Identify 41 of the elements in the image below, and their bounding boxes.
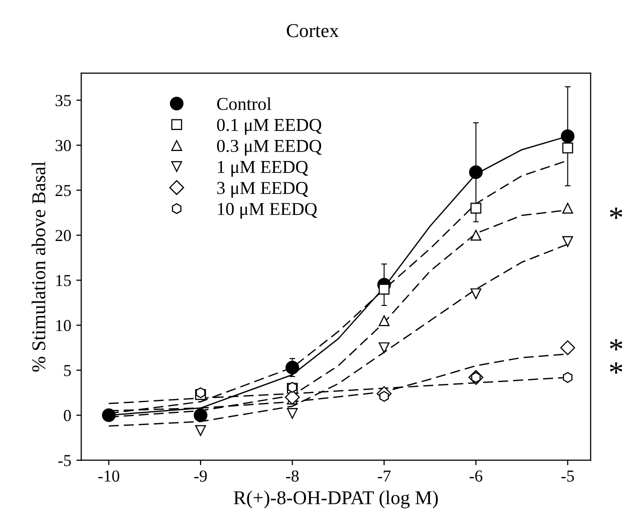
y-tick-label: 30 — [56, 140, 71, 152]
point — [470, 202, 482, 214]
y-tick-label: 5 — [64, 365, 71, 376]
point — [560, 129, 574, 144]
text: * — [610, 208, 622, 219]
chart-title: Cortex — [286, 24, 339, 38]
y-tick-label: -5 — [58, 455, 71, 466]
point — [562, 372, 572, 383]
y-axis-title: % Stimulation above Basal — [32, 162, 46, 372]
point — [469, 165, 483, 180]
y-tick-label: 10 — [56, 320, 71, 332]
x-tick-label: -5 — [561, 470, 574, 482]
y-tick-label: 20 — [56, 230, 71, 242]
point — [194, 408, 208, 422]
point — [562, 142, 574, 154]
legend-label: 0.3 μM EEDQ — [217, 140, 322, 156]
y-tick-label: 35 — [56, 94, 71, 106]
text: * — [610, 339, 622, 350]
point — [378, 315, 390, 326]
point — [102, 408, 116, 422]
y-tick-label: 0 — [64, 410, 71, 422]
y-tick-label: 25 — [56, 184, 71, 196]
y-tick-label: 15 — [56, 275, 71, 286]
point — [286, 360, 300, 374]
legend-label: Control — [217, 97, 272, 110]
legend-label: 3 μM EEDQ — [217, 182, 308, 198]
x-tick-label: -7 — [378, 470, 391, 482]
x-tick-label: -9 — [194, 470, 207, 482]
x-axis-title: R(+)-8-OH-DPAT (log M) — [234, 490, 438, 508]
x-tick-label: -6 — [470, 470, 482, 482]
point — [562, 202, 574, 214]
x-tick-label: -10 — [98, 470, 120, 482]
legend-label: 0.1 μM EEDQ — [217, 118, 322, 135]
point — [379, 390, 389, 402]
point — [378, 284, 390, 295]
legend-label: 1 μM EEDQ — [218, 160, 308, 177]
legend-label: 10 μM EEDQ — [218, 202, 318, 219]
point — [284, 390, 300, 405]
x-tick-label: -8 — [286, 470, 299, 482]
point — [560, 340, 576, 356]
text: * — [610, 362, 622, 374]
